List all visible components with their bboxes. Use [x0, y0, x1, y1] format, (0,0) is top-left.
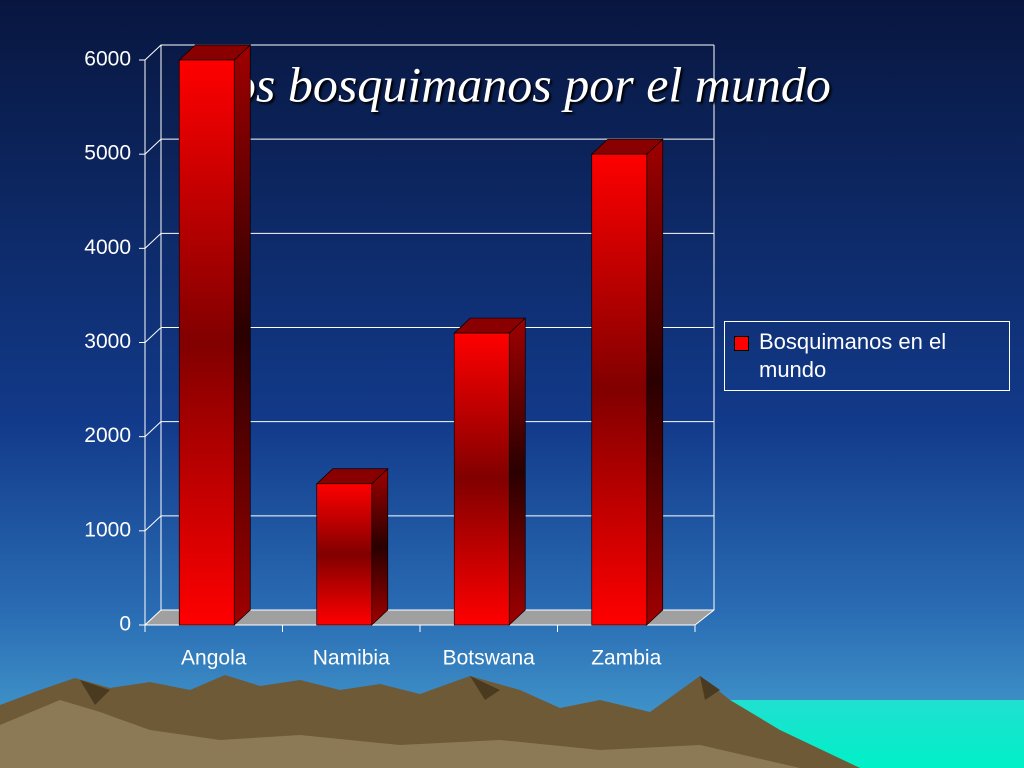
y-tick-label: 5000 [84, 142, 131, 165]
y-tick-label: 3000 [84, 330, 131, 353]
floor-right [694, 609, 715, 626]
grid-line [144, 609, 714, 626]
y-tick-label: 1000 [84, 518, 131, 541]
x-tick-label: Botswana [443, 647, 536, 670]
y-tick-label: 2000 [84, 424, 131, 447]
x-tick-label: Namibia [313, 647, 390, 670]
y-tick-label: 0 [119, 613, 131, 636]
grid-line [144, 138, 714, 155]
grid-line [144, 44, 714, 61]
bar-side [371, 467, 389, 626]
mountains-front [0, 700, 800, 768]
grid-line [144, 327, 714, 343]
bar-tint [454, 333, 510, 625]
bar [315, 467, 389, 626]
ridge [700, 676, 720, 700]
ridge [470, 676, 500, 700]
bar-front [591, 153, 648, 626]
bar-tint [316, 483, 372, 625]
bar-front [316, 483, 373, 626]
bar-front [178, 59, 235, 626]
bar-side [233, 44, 251, 626]
bar-side [646, 138, 664, 626]
bar-front [453, 332, 510, 626]
bar [178, 44, 252, 626]
bar-tint [591, 154, 647, 625]
legend: Bosquimanos en el mundo [724, 321, 1010, 391]
grid-line [144, 515, 714, 532]
legend-label: Bosquimanos en el mundo [759, 329, 947, 382]
y-tick-label: 6000 [84, 48, 131, 71]
x-tick-label: Angola [181, 647, 247, 670]
grid-line [144, 232, 714, 249]
bar [453, 317, 527, 626]
legend-key [734, 336, 749, 351]
y-tick-label: 4000 [84, 236, 131, 259]
x-tick-label: Zambia [591, 647, 661, 670]
bar-side [508, 317, 526, 626]
grid-line [144, 421, 714, 438]
bar-tint [179, 60, 235, 625]
bar [590, 138, 664, 626]
chart-title: Los bosquimanos por el mundo [202, 56, 831, 112]
ridge [80, 680, 110, 705]
